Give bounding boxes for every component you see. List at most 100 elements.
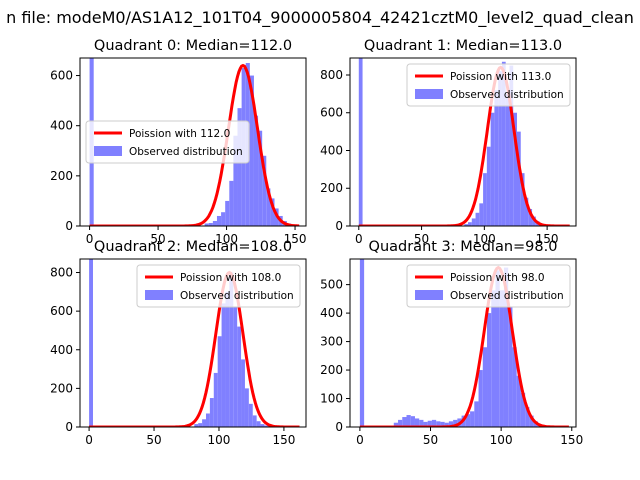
poisson-curve-line <box>89 63 300 226</box>
y-tick-label: 400 <box>320 306 343 320</box>
y-tick-label: 200 <box>320 181 343 195</box>
histogram-bar <box>516 131 521 226</box>
legend-label-observed: Observed distribution <box>180 290 294 302</box>
histogram-bar <box>513 112 517 226</box>
axes-frame <box>79 258 307 428</box>
histogram-bar <box>512 347 517 427</box>
poisson-curve-line <box>89 270 300 427</box>
histogram-bar <box>419 419 424 427</box>
histogram-bar <box>270 198 275 226</box>
histogram-bar <box>524 197 529 226</box>
legend-frame <box>136 264 301 308</box>
histogram-bar <box>202 419 206 427</box>
legend-label-observed: Observed distribution <box>450 89 564 101</box>
histogram-bar <box>486 146 491 226</box>
histogram-bar <box>262 155 267 226</box>
axes-frame <box>79 57 307 227</box>
histogram-bar <box>212 220 217 226</box>
subplot-title: Quadrant 2: Median=108.0 <box>94 239 292 255</box>
histogram-bar <box>509 65 514 226</box>
subplot-quadrant-1: 0 50 100 150 0 200 400 600 800 Quadrant 1: Median… <box>320 38 577 246</box>
legend: Poission with 113.0 Observed distribution <box>406 63 571 107</box>
histogram-bar <box>498 71 502 226</box>
legend-bar-swatch <box>94 146 122 156</box>
y-tick-label: 400 <box>50 343 73 357</box>
histogram-bar <box>490 112 495 226</box>
y-tick-label: 300 <box>320 335 343 349</box>
histogram-bar <box>483 173 487 226</box>
histogram-bar <box>448 421 454 427</box>
legend-label-poisson: Poission with 112.0 <box>129 128 230 140</box>
histogram-bar <box>427 420 432 427</box>
legend-label-poisson: Poission with 98.0 <box>450 272 545 284</box>
histogram-bar <box>359 259 365 427</box>
y-tick-label: 0 <box>65 219 73 233</box>
y-tick-label: 400 <box>50 119 73 133</box>
plot-area <box>359 259 569 427</box>
histogram-bar <box>249 75 254 226</box>
histogram-bar <box>209 398 214 427</box>
y-tick-label: 800 <box>320 68 343 82</box>
y-tick-label: 200 <box>320 363 343 377</box>
histogram-bar <box>410 416 415 427</box>
legend: Poission with 98.0 Observed distribution <box>406 264 571 308</box>
histogram-bar <box>237 108 242 226</box>
x-tick-label: 0 <box>355 232 363 246</box>
y-tick-label: 0 <box>335 420 343 434</box>
histogram-bar <box>225 291 230 427</box>
histogram-bar <box>414 418 420 427</box>
histogram-bar <box>444 422 449 427</box>
histogram-bar <box>216 215 222 226</box>
histogram-bar <box>478 370 483 427</box>
legend-label-observed: Observed distribution <box>450 290 564 302</box>
histogram-bar <box>436 421 441 427</box>
histogram-bar <box>501 61 506 226</box>
histogram-bar <box>475 212 480 226</box>
histogram-bar <box>520 392 526 427</box>
histogram-bar <box>482 347 488 427</box>
y-tick-label: 200 <box>50 169 73 183</box>
subplot-title: Quadrant 0: Median=112.0 <box>94 38 292 54</box>
histogram-bar <box>468 222 472 226</box>
histogram-bar <box>471 218 476 226</box>
histogram-bar <box>470 411 475 427</box>
histogram-bar <box>237 326 242 427</box>
histogram-bar <box>248 403 253 427</box>
histogram-bar <box>465 414 471 427</box>
histogram-bar <box>252 415 257 427</box>
legend-label-poisson: Poission with 108.0 <box>180 272 281 284</box>
histogram-bar <box>213 372 218 427</box>
legend-frame <box>406 264 571 308</box>
histogram-bar <box>499 290 504 427</box>
histogram-bar <box>204 223 209 226</box>
poisson-curve-line <box>358 65 570 226</box>
x-tick-label: 50 <box>423 433 438 447</box>
histogram-bar <box>264 425 269 427</box>
plot-area <box>89 259 300 427</box>
y-tick-label: 400 <box>320 143 343 157</box>
histogram-bar <box>406 415 411 427</box>
x-tick-label: 0 <box>85 433 93 447</box>
histogram-bar <box>221 212 226 226</box>
histogram-bar <box>529 415 534 427</box>
plot-area <box>358 58 570 226</box>
histogram-bar <box>402 417 407 427</box>
legend-bar-swatch <box>415 89 443 99</box>
x-tick-label: 100 <box>490 433 513 447</box>
subplot-quadrant-3: 0 50 100 150 0 100 200 300 400 500 Quadrant 3: Med… <box>320 239 583 447</box>
histogram-bar <box>194 424 199 427</box>
legend-bar-swatch <box>415 290 443 300</box>
legend: Poission with 108.0 Observed distribution <box>136 264 301 308</box>
histogram-bar <box>491 290 496 427</box>
legend-label-observed: Observed distribution <box>129 146 243 158</box>
subplot-quadrant-0: 0 50 100 150 0 200 400 600 Quadrant 0: Median=11… <box>50 38 307 246</box>
histogram-bar <box>505 93 510 226</box>
histogram-bar <box>89 259 93 427</box>
subplot-quadrant-2: 0 50 100 150 0 200 400 600 800 Quadrant 2: Median… <box>50 239 307 447</box>
legend-frame <box>406 63 571 107</box>
x-tick-label: 150 <box>284 232 307 246</box>
legend-frame <box>85 120 250 164</box>
histogram-bar <box>474 401 479 427</box>
histogram-bar <box>208 222 213 226</box>
